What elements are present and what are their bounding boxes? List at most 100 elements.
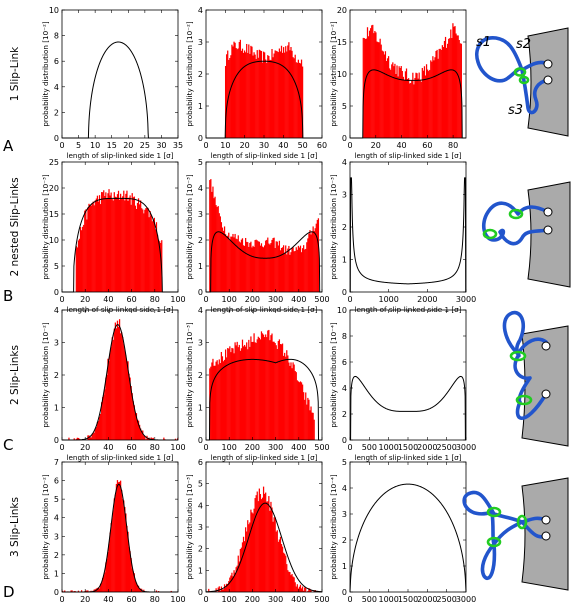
histogram-bar [289, 365, 291, 440]
histogram-bar [209, 180, 211, 292]
histogram-bar [222, 361, 225, 440]
histogram-bar [227, 583, 229, 592]
histogram-bar [272, 238, 274, 292]
histogram-bar [113, 192, 115, 292]
histogram-bar [300, 588, 303, 592]
x-tick-label: 0 [203, 141, 208, 150]
histogram-bar [148, 217, 150, 292]
histogram-bar [377, 42, 379, 139]
histogram-bar [438, 48, 440, 138]
histogram-bar [135, 413, 138, 440]
histogram-bar [400, 66, 402, 138]
histogram-bar [266, 62, 268, 138]
histogram-bar [306, 404, 308, 440]
histogram-bar [224, 65, 227, 138]
histogram-bar [401, 70, 403, 138]
histogram-bar [215, 361, 217, 440]
histogram-bar [413, 84, 415, 138]
histogram-bar [236, 341, 238, 440]
histogram-bar [277, 340, 279, 440]
histogram-bar [418, 72, 420, 138]
histogram-bar [75, 438, 77, 440]
histogram-bar [224, 349, 227, 440]
histogram-bar [411, 80, 413, 138]
histogram-bar [268, 55, 270, 138]
histogram-bar [236, 565, 238, 592]
y-axis-label: probability distribution [10⁻³] [185, 322, 194, 428]
histogram-bar [448, 38, 450, 138]
histogram-bar [214, 196, 216, 292]
histogram-bar [112, 200, 114, 292]
x-tick-label: 80 [150, 443, 160, 452]
y-axis-label: probability distribution [10⁻³] [185, 174, 194, 280]
histogram-bar [93, 205, 95, 292]
histogram-bar [277, 541, 279, 592]
histogram-bar [229, 57, 231, 139]
x-tick-label: 200 [245, 443, 260, 452]
histogram-bar [232, 233, 234, 292]
histogram-bar [287, 45, 289, 138]
histogram-bar [296, 62, 298, 138]
histogram-bar [445, 47, 448, 138]
histogram-bar [313, 590, 315, 592]
row-label: 3 Slip-Links [9, 497, 21, 557]
histogram-bar [416, 73, 418, 138]
x-tick-label: 20 [240, 141, 250, 150]
histogram-bar [135, 208, 138, 292]
histogram-bar [455, 33, 457, 139]
histogram-bars [206, 486, 323, 592]
histogram-bar [259, 50, 262, 138]
histogram-bar [272, 57, 274, 139]
y-tick-label: 6 [342, 358, 347, 367]
y-tick-label: 6 [54, 57, 59, 66]
histogram-bar [115, 483, 118, 592]
histogram-bar [231, 347, 233, 440]
histogram-bar [276, 51, 278, 138]
histogram-bar [110, 523, 112, 592]
histogram-bar [109, 352, 111, 440]
x-tick-label: 2000 [417, 595, 437, 603]
y-tick-label: 8 [54, 32, 59, 41]
histogram-bar [208, 588, 210, 592]
histogram-bar [227, 235, 229, 292]
histogram-bar [383, 54, 385, 139]
histogram-bar [90, 437, 92, 440]
histogram-bar [266, 337, 268, 440]
histogram-bar [160, 242, 162, 292]
histogram-bar [257, 336, 259, 440]
histogram-bar [223, 226, 226, 292]
histogram-bar [107, 193, 109, 292]
histogram-bar [271, 507, 273, 592]
theory-curve [206, 231, 322, 293]
histogram-bar [231, 236, 233, 292]
histogram-bar [124, 350, 126, 440]
histogram-bar [143, 435, 145, 440]
histogram-bar [433, 60, 435, 138]
y-tick-label: 2 [198, 545, 203, 554]
histogram-bar [116, 320, 119, 440]
histogram-bars [224, 39, 304, 139]
histogram-bar [284, 52, 286, 138]
histogram-bar [441, 45, 443, 139]
histogram-bar [292, 362, 294, 440]
histogram-bar [308, 399, 310, 440]
histogram-bar [128, 197, 130, 292]
histogram-bar [230, 352, 232, 440]
histogram-bar [443, 40, 446, 138]
histogram-bar [234, 233, 236, 292]
histogram-bar [414, 77, 416, 138]
histogram-bar [76, 437, 79, 440]
y-tick-label: 2 [198, 70, 203, 79]
histogram-bar [295, 62, 297, 139]
histogram-bar [362, 37, 364, 139]
histogram-bar [290, 362, 292, 440]
histogram-bar [301, 384, 304, 440]
histogram-bar [136, 419, 139, 440]
histogram-bar [364, 38, 367, 138]
histogram-bar [254, 498, 256, 592]
y-tick-label: 2 [54, 551, 59, 560]
histogram-bar [408, 78, 410, 138]
histogram-bar [245, 237, 247, 292]
histogram-bar [120, 333, 122, 440]
histogram-bar [295, 586, 297, 592]
